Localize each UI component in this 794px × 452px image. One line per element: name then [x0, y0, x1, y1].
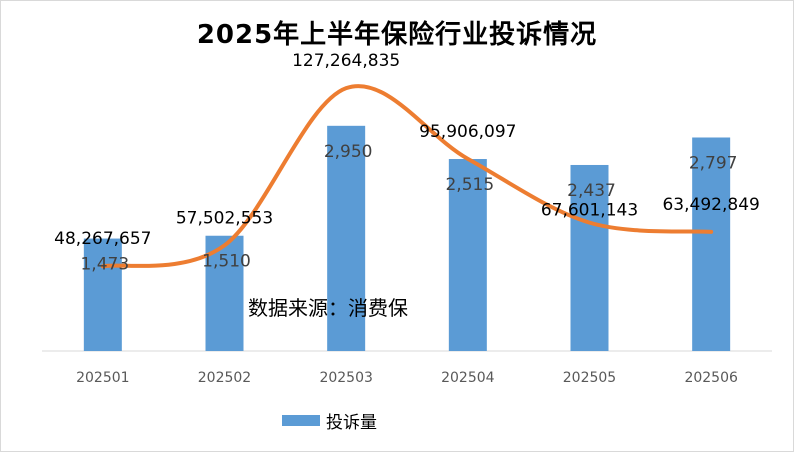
x-tick-label: 202504: [441, 370, 495, 386]
x-tick-label: 202502: [198, 370, 251, 386]
x-tick-label: 202506: [684, 370, 738, 386]
legend-line-swatch: [383, 418, 501, 423]
source-note: 数据来源：消费保: [248, 296, 408, 320]
bar-data-label: 1,510: [202, 252, 251, 272]
chart-title: 2025年上半年保险行业投诉情况: [196, 20, 598, 50]
bar-202506: [692, 137, 731, 351]
bar-202503: [327, 125, 366, 351]
legend: 投诉量: [282, 408, 501, 433]
bar-data-label: 2,950: [324, 142, 373, 162]
line-data-label: 48,267,657: [54, 229, 151, 249]
line-data-label: 95,906,097: [419, 122, 516, 142]
bar-202501: [83, 238, 122, 351]
x-tick-label: 202501: [76, 370, 129, 386]
line-data-label: 63,492,849: [662, 195, 759, 215]
bar-202505: [570, 164, 609, 351]
x-tick-label: 202505: [563, 370, 616, 386]
line-data-label: 67,601,143: [541, 201, 638, 221]
legend-bar-swatch: [282, 415, 320, 426]
legend-bar-label: 投诉量: [326, 413, 377, 433]
bar-data-label: 2,797: [689, 153, 738, 173]
bar-data-label: 1,473: [80, 255, 129, 275]
line-data-label: 57,502,553: [176, 208, 273, 228]
bar-data-label: 2,515: [445, 175, 494, 195]
bar-data-label: 2,437: [567, 181, 616, 201]
line-series: [100, 84, 714, 269]
bar-202504: [448, 159, 487, 351]
line-data-label: 127,264,835: [292, 51, 400, 71]
x-tick-label: 202503: [319, 370, 372, 386]
